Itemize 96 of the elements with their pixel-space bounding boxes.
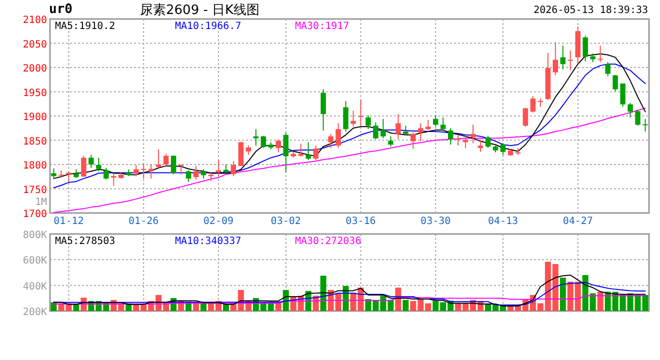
candlestick (350, 110, 356, 128)
candlestick (485, 135, 491, 149)
candlestick (246, 145, 252, 156)
candlestick (448, 128, 454, 146)
candlestick (140, 163, 146, 180)
candlestick (522, 107, 528, 128)
candlestick (620, 83, 626, 108)
text: MA30:272036 (295, 236, 362, 247)
y-tick-label: 800K (22, 230, 47, 241)
candlestick (380, 118, 386, 139)
y-tick-label: 200K (22, 307, 47, 318)
y-tick-label: 1950 (22, 88, 47, 99)
candlestick (628, 102, 633, 118)
candlestick (260, 135, 266, 149)
candlestick (276, 139, 281, 153)
candlestick (358, 99, 364, 126)
candlestick (253, 128, 259, 146)
y-tick-label: 1850 (22, 136, 47, 148)
text: MA5:1910.2 (55, 21, 116, 32)
line-series (53, 274, 646, 306)
candlestick (186, 170, 192, 182)
y-tick-label: 1700 (22, 209, 47, 220)
candlestick (328, 133, 334, 149)
candlestick (432, 114, 438, 128)
text: MA30:1917 (295, 21, 350, 32)
chart-title: 尿素2609 - 日K线图 (140, 3, 260, 18)
line-series (53, 295, 646, 304)
candlestick (410, 132, 416, 150)
candlestick (163, 153, 169, 166)
candlestick (418, 122, 424, 142)
candlestick (66, 171, 72, 182)
candlestick (193, 165, 199, 180)
y-tick-label: 1900 (22, 112, 47, 123)
x-tick-label: 03-02 (270, 216, 301, 227)
candlestick (598, 45, 603, 63)
chart-subtitle: ur0 (49, 2, 73, 17)
candlestick (560, 45, 566, 70)
candlestick (306, 142, 311, 161)
candlestick (582, 35, 588, 62)
x-tick-label: 03-16 (346, 216, 376, 227)
candlestick (440, 116, 446, 131)
candlestick (238, 141, 244, 166)
candlestick (403, 125, 408, 136)
y-tick-label: 2000 (22, 64, 47, 74)
candlestick (88, 154, 94, 168)
candlestick (530, 96, 536, 114)
candlestick (178, 164, 184, 175)
candlestick (426, 119, 431, 131)
candlestick (366, 115, 371, 130)
candlestick (538, 98, 544, 108)
candlestick (388, 136, 394, 148)
candlestick (96, 157, 102, 172)
candlestick (111, 172, 116, 186)
candlestick (283, 132, 288, 173)
candlestick (373, 122, 378, 140)
text: MA10:340337 (175, 236, 242, 247)
x-tick-label: 01-12 (54, 216, 84, 227)
text: 2026-05-13 18:39:33 (534, 5, 648, 16)
candlestick (605, 62, 610, 77)
candlestick (230, 160, 236, 177)
candlestick (552, 42, 558, 76)
y-tick-label: 600K (22, 256, 47, 267)
text: MA5:278503 (55, 236, 116, 247)
x-tick-label: 04-13 (488, 216, 518, 227)
y-tick-label: 1800 (22, 160, 47, 172)
candlestick (298, 143, 304, 158)
candlestick (568, 50, 573, 71)
candlestick (635, 110, 640, 126)
y-tick-label: 2100 (22, 15, 47, 26)
x-tick-label: 02-09 (203, 216, 234, 227)
text: MA10:1966.7 (175, 21, 242, 32)
candlestick (500, 142, 506, 156)
candlestick (612, 74, 618, 92)
candlestick (156, 148, 162, 168)
y-tick-label: 1750 (22, 184, 47, 196)
candlestick (343, 100, 348, 132)
y-tick-label: 400K (22, 281, 47, 292)
x-tick-label: 01-26 (128, 216, 159, 227)
candlestick (148, 164, 154, 180)
candlestick (455, 134, 461, 146)
x-tick-label: 03-30 (420, 216, 451, 227)
candlestick (216, 160, 222, 177)
candlestick (313, 145, 318, 161)
candlestick (170, 155, 176, 175)
candlestick (470, 124, 476, 144)
candlestick (336, 122, 341, 149)
x-tick-label: 04-27 (562, 216, 593, 227)
candlestick (81, 155, 86, 178)
candlestick (51, 168, 56, 180)
candlestick (320, 88, 326, 132)
text: 1M (34, 197, 47, 208)
candlestick (396, 114, 401, 140)
candlestick (104, 167, 109, 180)
y-tick-label: 2050 (22, 39, 47, 50)
candlestick (478, 139, 484, 152)
candlestick (642, 118, 648, 132)
